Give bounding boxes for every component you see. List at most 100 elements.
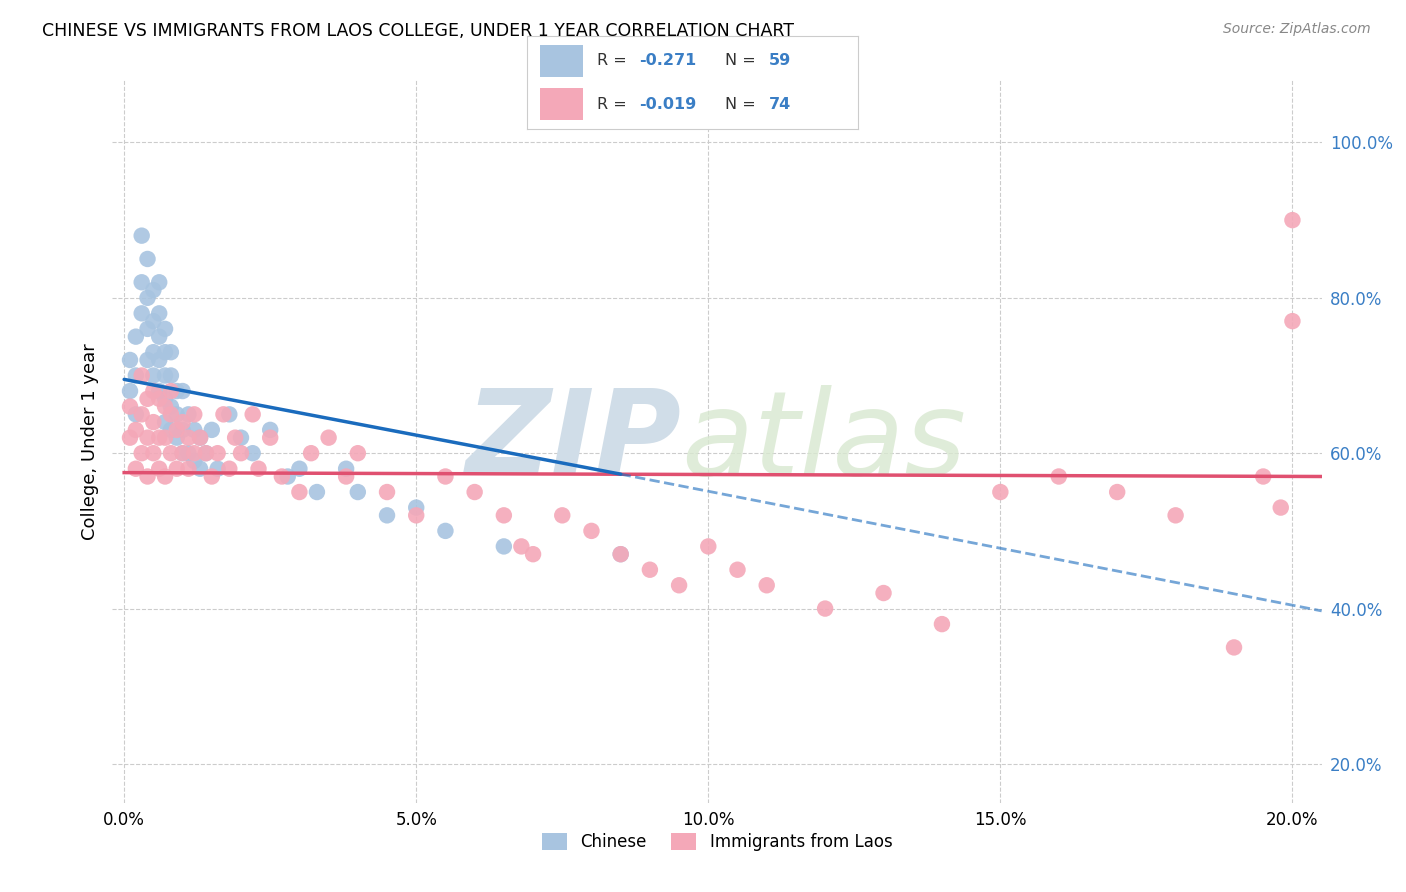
- Point: [229, 446, 252, 460]
- Point: [288, 461, 311, 475]
- Point: [242, 446, 264, 460]
- Point: [142, 283, 165, 297]
- Point: [183, 408, 205, 422]
- Point: [212, 408, 235, 422]
- Point: [125, 329, 148, 343]
- Point: [142, 368, 165, 383]
- Bar: [540, 45, 583, 77]
- Point: [1223, 640, 1246, 655]
- Point: [177, 446, 200, 460]
- Point: [153, 392, 176, 406]
- Point: [118, 384, 141, 398]
- Point: [118, 400, 141, 414]
- Y-axis label: College, Under 1 year: College, Under 1 year: [80, 343, 98, 540]
- Point: [172, 446, 194, 460]
- Point: [318, 431, 340, 445]
- Point: [755, 578, 778, 592]
- Text: ZIP: ZIP: [465, 384, 681, 499]
- Point: [346, 485, 368, 500]
- Point: [1270, 500, 1292, 515]
- Point: [148, 306, 170, 320]
- Point: [142, 415, 165, 429]
- Point: [136, 353, 159, 368]
- Point: [1281, 213, 1303, 227]
- Point: [160, 446, 183, 460]
- Text: R =: R =: [596, 96, 631, 112]
- Point: [183, 423, 205, 437]
- Point: [207, 446, 229, 460]
- Point: [405, 508, 427, 523]
- Point: [136, 291, 159, 305]
- Point: [131, 275, 153, 289]
- Point: [638, 563, 661, 577]
- Point: [259, 423, 281, 437]
- Point: [609, 547, 631, 561]
- Point: [153, 368, 176, 383]
- Text: Source: ZipAtlas.com: Source: ZipAtlas.com: [1223, 22, 1371, 37]
- Point: [160, 384, 183, 398]
- Point: [668, 578, 690, 592]
- Text: CHINESE VS IMMIGRANTS FROM LAOS COLLEGE, UNDER 1 YEAR CORRELATION CHART: CHINESE VS IMMIGRANTS FROM LAOS COLLEGE,…: [42, 22, 794, 40]
- Point: [153, 469, 176, 483]
- Point: [136, 252, 159, 266]
- Point: [375, 485, 398, 500]
- Point: [131, 306, 153, 320]
- Point: [160, 423, 183, 437]
- Point: [288, 485, 311, 500]
- Point: [118, 431, 141, 445]
- Point: [218, 461, 240, 475]
- Point: [153, 400, 176, 414]
- Point: [131, 228, 153, 243]
- Point: [201, 469, 224, 483]
- Point: [125, 408, 148, 422]
- Point: [142, 314, 165, 328]
- Point: [434, 469, 457, 483]
- Point: [464, 485, 486, 500]
- Legend: Chinese, Immigrants from Laos: Chinese, Immigrants from Laos: [533, 825, 901, 860]
- Point: [188, 431, 211, 445]
- Point: [224, 431, 246, 445]
- Point: [153, 431, 176, 445]
- Point: [166, 423, 188, 437]
- Point: [172, 384, 194, 398]
- Point: [1107, 485, 1129, 500]
- Point: [510, 540, 533, 554]
- Point: [131, 408, 153, 422]
- Point: [160, 345, 183, 359]
- Point: [434, 524, 457, 538]
- Point: [299, 446, 322, 460]
- Point: [142, 345, 165, 359]
- Point: [335, 469, 357, 483]
- Point: [148, 392, 170, 406]
- Point: [172, 423, 194, 437]
- Text: N =: N =: [725, 96, 762, 112]
- Point: [277, 469, 299, 483]
- Point: [375, 508, 398, 523]
- Point: [346, 446, 368, 460]
- Point: [125, 368, 148, 383]
- Point: [125, 423, 148, 437]
- Point: [247, 461, 270, 475]
- Point: [177, 431, 200, 445]
- Point: [1281, 314, 1303, 328]
- Point: [166, 461, 188, 475]
- Point: [136, 469, 159, 483]
- Point: [125, 461, 148, 475]
- Point: [551, 508, 574, 523]
- Point: [581, 524, 603, 538]
- Point: [148, 275, 170, 289]
- Point: [931, 617, 953, 632]
- Point: [136, 431, 159, 445]
- Point: [872, 586, 894, 600]
- Point: [305, 485, 328, 500]
- Point: [148, 461, 170, 475]
- Point: [188, 461, 211, 475]
- Point: [194, 446, 217, 460]
- Point: [172, 415, 194, 429]
- Point: [177, 461, 200, 475]
- Point: [153, 415, 176, 429]
- Point: [183, 454, 205, 468]
- Point: [183, 446, 205, 460]
- Point: [1251, 469, 1274, 483]
- Point: [142, 446, 165, 460]
